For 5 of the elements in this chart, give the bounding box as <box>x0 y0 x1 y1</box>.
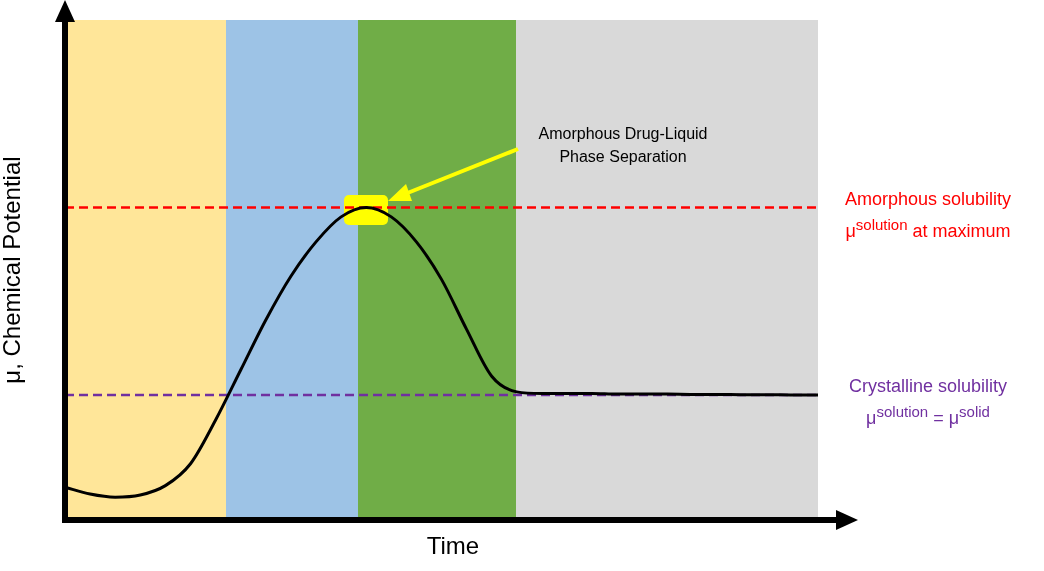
ref-line-label: Amorphous solubility μ$^{solution}$ at maximum <box>843 187 1013 243</box>
x-axis-title: Time <box>425 532 481 560</box>
y-axis-title: μ, Chemical Potential <box>0 155 26 386</box>
text: Amorphous Drug-Liquid Phase Separation <box>537 124 709 167</box>
ref-line-label: Crystalline solubility μ$^{solution}$ = μ$^{solid}$ <box>847 375 1009 430</box>
